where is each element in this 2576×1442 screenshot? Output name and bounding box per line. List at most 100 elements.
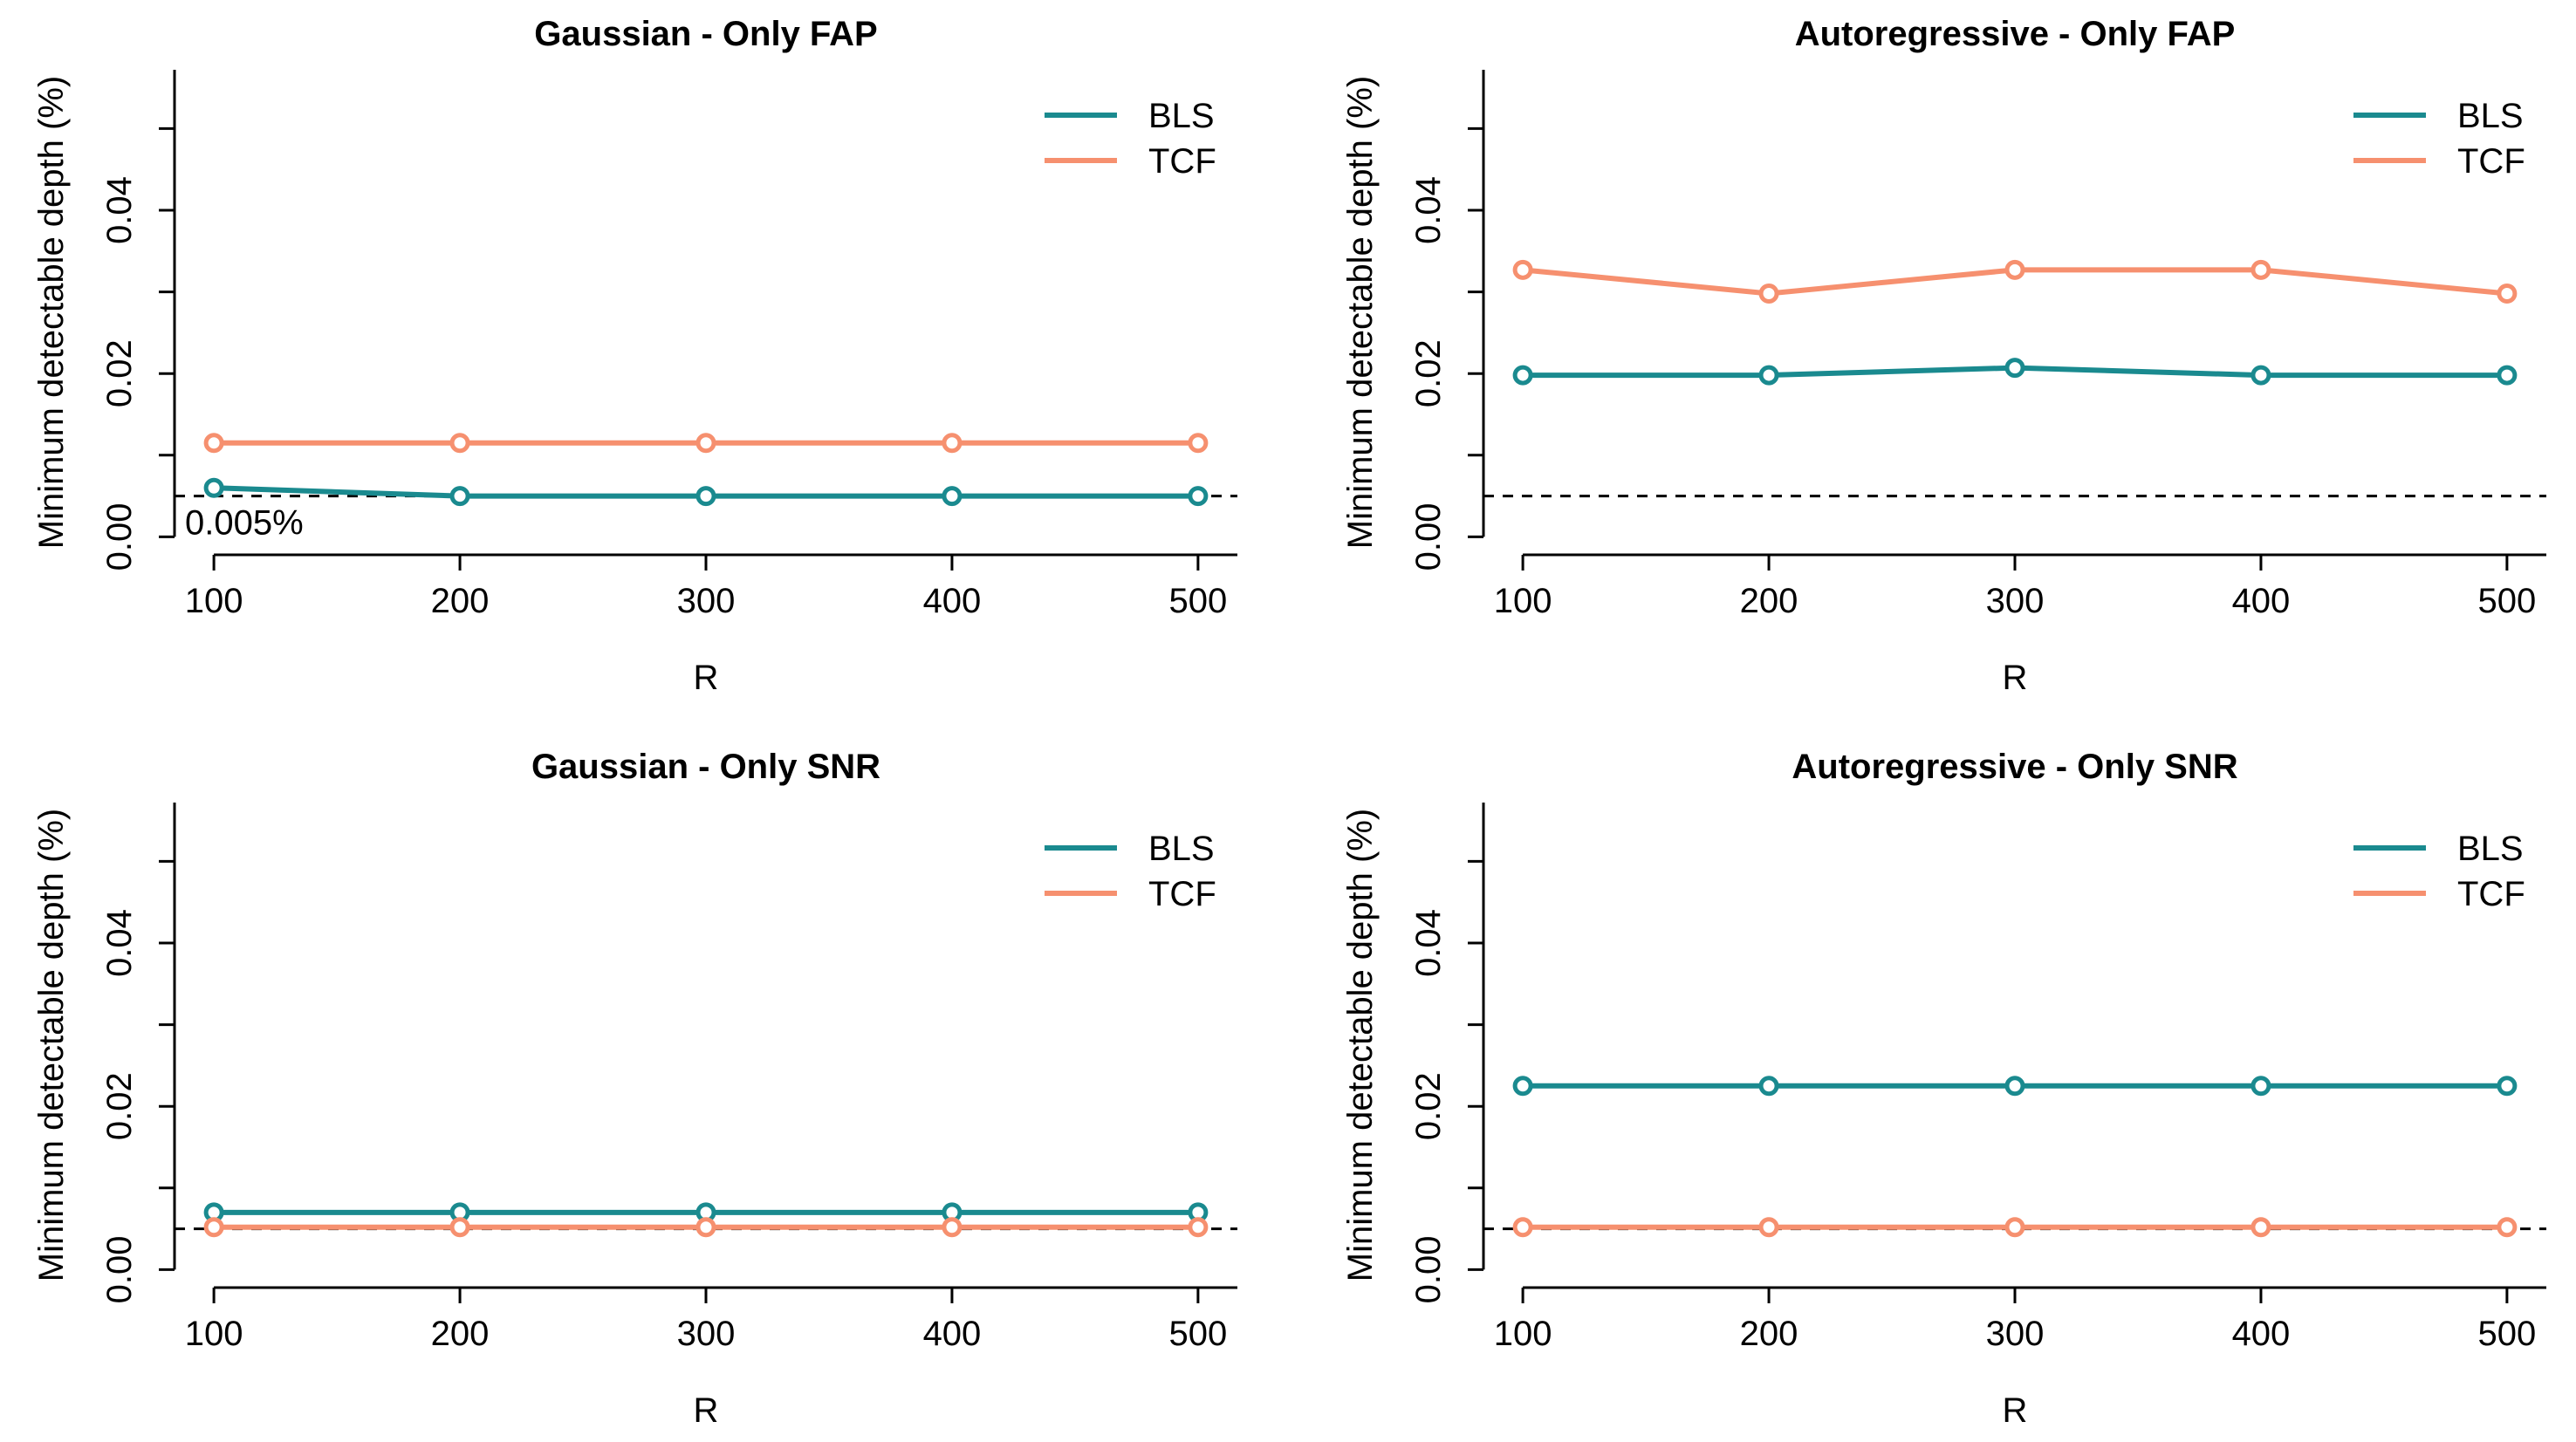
x-tick-label: 500 [1169, 582, 1228, 620]
x-tick-label: 400 [2232, 1315, 2291, 1353]
data-point-tcf [1758, 1217, 1779, 1238]
data-point-tcf [203, 433, 224, 454]
x-tick-label: 400 [2232, 582, 2291, 620]
data-point-tcf [449, 433, 470, 454]
series-bls [1512, 1076, 2518, 1097]
panel-gaussian-snr: Gaussian - Only SNR R Minimum detectable… [32, 748, 1237, 1430]
x-axis-label: R [694, 1391, 719, 1430]
x-axis-label: R [2003, 1391, 2028, 1430]
y-tick-label: 0.02 [100, 1072, 139, 1140]
data-point-bls [1188, 486, 1209, 507]
data-point-bls [1512, 1076, 1533, 1097]
data-point-bls [203, 477, 224, 498]
legend-label-tcf: TCF [2457, 875, 2525, 913]
x-tick-label: 200 [431, 1315, 490, 1353]
series-tcf [1512, 1217, 2518, 1238]
panel-gaussian-fap: Gaussian - Only FAP R Minimum detectable… [32, 15, 1237, 697]
data-point-tcf [203, 1217, 224, 1238]
legend-label-tcf: TCF [1148, 875, 1216, 913]
data-point-bls [449, 486, 470, 507]
data-point-tcf [2497, 1217, 2518, 1238]
data-point-bls [2497, 365, 2518, 386]
data-point-bls [2004, 358, 2025, 379]
y-tick-label: 0.02 [1409, 1072, 1448, 1140]
axes: 100 200 300 400 500 0.00 0.02 0.04 [100, 70, 1237, 620]
panel-title: Autoregressive - Only FAP [1795, 15, 2236, 53]
legend: BLS TCF [1045, 97, 1216, 181]
x-tick-label: 300 [1986, 1315, 2045, 1353]
legend: BLS TCF [2353, 830, 2525, 913]
data-point-tcf [449, 1217, 470, 1238]
legend-label-tcf: TCF [2457, 142, 2525, 181]
axes: 100 200 300 400 500 0.00 0.02 0.04 [1409, 803, 2546, 1353]
y-axis-label: Minimum detectable depth (%) [1341, 809, 1380, 1281]
series-bls [203, 477, 1209, 507]
data-point-tcf [2004, 259, 2025, 280]
x-tick-label: 300 [1986, 582, 2045, 620]
data-point-bls [1758, 365, 1779, 386]
panel-title: Autoregressive - Only SNR [1792, 748, 2237, 786]
x-tick-label: 400 [923, 1315, 982, 1353]
data-point-tcf [942, 1217, 963, 1238]
data-point-tcf [2251, 259, 2271, 280]
data-point-bls [2251, 1076, 2271, 1097]
y-tick-label: 0.04 [100, 909, 139, 977]
data-point-tcf [2004, 1217, 2025, 1238]
x-tick-label: 300 [677, 582, 736, 620]
data-point-tcf [2497, 283, 2518, 304]
axes: 100 200 300 400 500 0.00 0.02 0.04 [100, 803, 1237, 1353]
data-point-tcf [1188, 1217, 1209, 1238]
y-axis-label: Minimum detectable depth (%) [1341, 76, 1380, 549]
reference-annotation: 0.005% [185, 504, 304, 543]
data-point-bls [2251, 365, 2271, 386]
y-tick-label: 0.02 [1409, 339, 1448, 407]
legend: BLS TCF [1045, 830, 1216, 913]
y-tick-label: 0.02 [100, 339, 139, 407]
x-tick-label: 400 [923, 582, 982, 620]
data-point-bls [2497, 1076, 2518, 1097]
x-tick-label: 200 [1740, 1315, 1798, 1353]
x-tick-label: 100 [185, 582, 243, 620]
x-tick-label: 100 [1494, 1315, 1552, 1353]
series-tcf [203, 1217, 1209, 1238]
legend-label-bls: BLS [1148, 97, 1215, 135]
series-tcf [203, 433, 1209, 454]
legend: BLS TCF [2353, 97, 2525, 181]
x-tick-label: 300 [677, 1315, 736, 1353]
x-tick-label: 500 [1169, 1315, 1228, 1353]
axes: 100 200 300 400 500 0.00 0.02 0.04 [1409, 70, 2546, 620]
data-point-tcf [942, 433, 963, 454]
panel-title: Gaussian - Only FAP [534, 15, 877, 53]
legend-label-bls: BLS [2457, 830, 2524, 868]
y-tick-label: 0.00 [100, 1235, 139, 1303]
y-tick-label: 0.04 [1409, 176, 1448, 244]
series-tcf [1512, 259, 2518, 304]
data-point-bls [942, 486, 963, 507]
series-bls [1512, 358, 2518, 386]
legend-label-bls: BLS [2457, 97, 2524, 135]
y-axis-label: Minimum detectable depth (%) [32, 76, 71, 549]
panel-autoregressive-snr: Autoregressive - Only SNR R Minimum dete… [1341, 748, 2546, 1430]
x-tick-label: 100 [185, 1315, 243, 1353]
legend-label-bls: BLS [1148, 830, 1215, 868]
data-point-bls [2004, 1076, 2025, 1097]
data-point-tcf [1512, 1217, 1533, 1238]
x-tick-label: 500 [2478, 1315, 2537, 1353]
data-point-tcf [2251, 1217, 2271, 1238]
data-point-bls [1758, 1076, 1779, 1097]
panel-title: Gaussian - Only SNR [531, 748, 880, 786]
data-point-tcf [695, 433, 716, 454]
y-tick-label: 0.04 [1409, 909, 1448, 977]
y-tick-label: 0.00 [100, 502, 139, 571]
y-tick-label: 0.00 [1409, 502, 1448, 571]
x-tick-label: 100 [1494, 582, 1552, 620]
x-axis-label: R [2003, 659, 2028, 697]
data-point-tcf [695, 1217, 716, 1238]
y-tick-label: 0.00 [1409, 1235, 1448, 1303]
x-axis-label: R [694, 659, 719, 697]
y-axis-label: Minimum detectable depth (%) [32, 809, 71, 1281]
y-tick-label: 0.04 [100, 176, 139, 244]
x-tick-label: 200 [1740, 582, 1798, 620]
data-point-bls [1512, 365, 1533, 386]
